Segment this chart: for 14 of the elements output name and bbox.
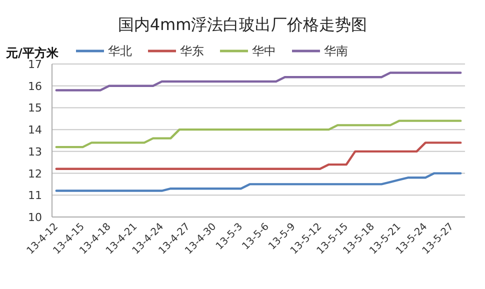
y-tick-label: 12 — [28, 167, 42, 180]
y-tick-label: 16 — [28, 80, 42, 93]
y-tick-label: 17 — [28, 58, 42, 71]
legend-label: 华中 — [252, 44, 276, 58]
y-tick-label: 15 — [28, 102, 42, 115]
y-tick-label: 13 — [28, 145, 42, 158]
legend-label: 华北 — [108, 44, 132, 58]
legend-label: 华南 — [324, 44, 348, 58]
y-tick-label: 11 — [28, 189, 42, 202]
y-axis-title: 元/平方米 — [5, 46, 60, 60]
chart-title: 国内4mm浮法白玻出厂价格走势图 — [118, 15, 368, 34]
legend-label: 华东 — [180, 44, 204, 58]
y-tick-label: 14 — [28, 124, 42, 137]
y-tick-label: 10 — [28, 211, 42, 224]
